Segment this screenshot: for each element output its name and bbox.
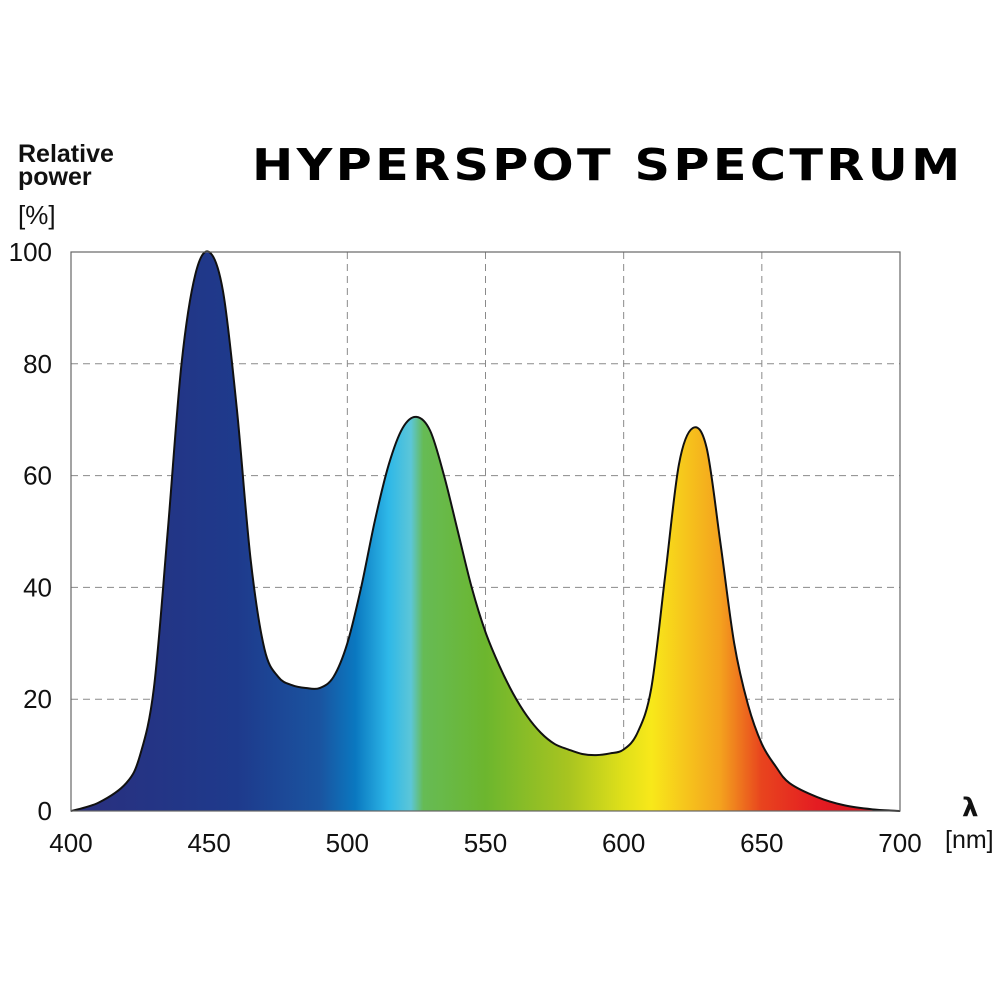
y-axis-unit: [%] — [18, 200, 56, 230]
y-axis-label-line2: power — [18, 163, 92, 191]
x-tick-label: 650 — [740, 828, 783, 858]
x-tick-label: 600 — [602, 828, 645, 858]
x-axis-label: λ — [962, 793, 979, 823]
x-tick-label: 400 — [49, 828, 92, 858]
plot-frame — [70, 251, 901, 812]
y-tick-label: 0 — [38, 796, 52, 826]
y-tick-labels: 0 20 40 60 80 100 — [9, 237, 52, 826]
y-axis-label-line1: Relative — [18, 140, 114, 168]
x-axis-unit: [nm] — [945, 826, 994, 854]
x-tick-label: 450 — [187, 828, 230, 858]
x-tick-label: 500 — [326, 828, 369, 858]
spectrum-area — [71, 251, 900, 811]
x-tick-labels: 400 450 500 550 600 650 700 — [49, 828, 921, 858]
y-tick-label: 40 — [23, 572, 52, 602]
chart-title: HYPERSPOT SPECTRUM — [252, 140, 964, 191]
y-tick-label: 100 — [9, 237, 52, 267]
x-tick-label: 550 — [464, 828, 507, 858]
y-tick-label: 80 — [23, 349, 52, 379]
y-tick-label: 60 — [23, 461, 52, 491]
spectrum-curve — [70, 250, 901, 812]
y-tick-label: 20 — [23, 684, 52, 714]
x-tick-label: 700 — [878, 828, 921, 858]
